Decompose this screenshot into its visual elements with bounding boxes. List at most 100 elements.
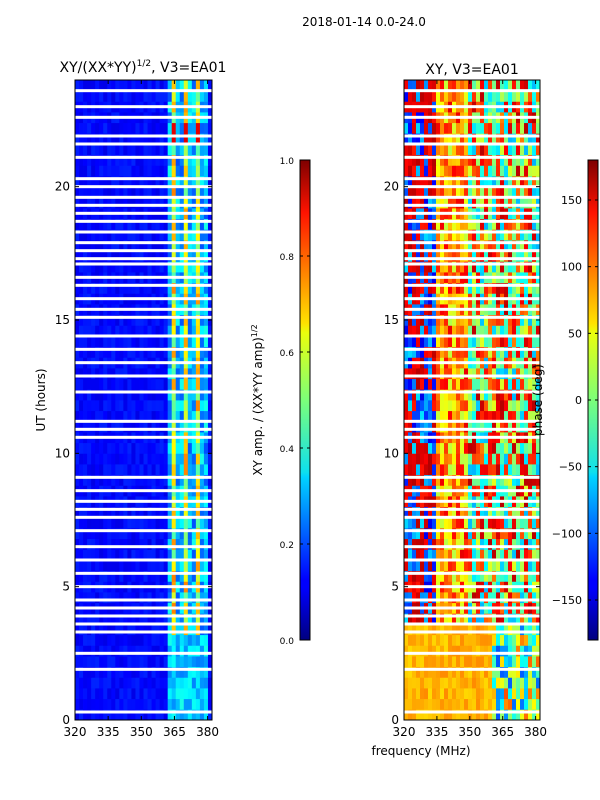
heat-cell — [412, 464, 417, 476]
heat-cell — [496, 261, 501, 273]
heat-cell — [464, 528, 469, 540]
heat-cell — [111, 421, 116, 433]
heat-cell — [203, 144, 209, 156]
heat-cell — [520, 645, 525, 657]
heat-cell — [464, 229, 469, 241]
heat-cell — [179, 122, 185, 134]
heat-cell — [532, 538, 537, 550]
heat-cell — [183, 538, 189, 550]
heat-cell — [472, 133, 477, 145]
heat-cell — [488, 538, 493, 550]
heat-cell — [83, 549, 88, 561]
heat-cell — [127, 325, 132, 337]
heat-cell — [123, 336, 128, 348]
heat-cell — [155, 197, 161, 209]
heat-cell — [480, 165, 485, 177]
heat-cell — [179, 368, 185, 380]
heat-cell — [163, 698, 169, 710]
heat-cell — [99, 144, 104, 156]
heat-cell — [512, 229, 517, 241]
cb-tick-label: −50 — [559, 461, 582, 474]
heat-cell — [468, 80, 473, 92]
heat-cell — [199, 378, 205, 390]
panel1-ylabel: UT (hours) — [34, 368, 48, 431]
heat-cell — [444, 229, 449, 241]
heat-cell — [95, 442, 100, 454]
heat-cell — [436, 336, 441, 348]
heat-cell — [468, 549, 473, 561]
heat-cell — [151, 538, 156, 550]
heat-cell — [83, 314, 88, 326]
heat-cell — [456, 186, 461, 198]
blank-row — [404, 230, 540, 234]
heat-cell — [512, 218, 517, 230]
heat-cell — [183, 613, 189, 625]
heat-cell — [508, 186, 513, 198]
heat-cell — [159, 90, 165, 102]
heat-cell — [428, 229, 433, 241]
heat-cell — [532, 592, 537, 604]
heat-cell — [123, 261, 128, 273]
heat-cell — [464, 122, 469, 134]
heat-cell — [460, 592, 465, 604]
heat-cell — [83, 186, 88, 198]
heat-cell — [75, 90, 80, 102]
heat-cell — [195, 634, 201, 646]
heat-cell — [452, 261, 457, 273]
blank-row — [75, 529, 212, 533]
heat-cell — [424, 80, 429, 92]
heat-cell — [111, 410, 116, 422]
heat-cell — [408, 634, 413, 646]
heat-cell — [476, 90, 481, 102]
heat-cell — [532, 624, 537, 636]
heat-cell — [111, 613, 116, 625]
heat-cell — [187, 261, 193, 273]
y-tick-label: 0 — [62, 713, 70, 727]
heat-cell — [484, 346, 489, 358]
heat-cell — [464, 240, 469, 252]
heat-cell — [416, 389, 421, 401]
heat-cell — [528, 261, 533, 273]
heat-cell — [500, 336, 505, 348]
heat-cell — [159, 506, 165, 518]
heat-cell — [412, 677, 417, 689]
heat-cell — [119, 421, 124, 433]
heat-cell — [484, 453, 489, 465]
heat-cell — [199, 677, 205, 689]
heat-cell — [175, 634, 181, 646]
heat-cell — [99, 186, 104, 198]
heat-cell — [448, 240, 453, 252]
heat-cell — [167, 442, 173, 454]
heat-cell — [171, 474, 177, 486]
heat-cell — [428, 570, 433, 582]
heat-cell — [123, 474, 128, 486]
heat-cell — [163, 400, 169, 412]
heat-cell — [75, 250, 80, 262]
heat-cell — [476, 453, 481, 465]
heat-cell — [464, 282, 469, 294]
heat-cell — [175, 176, 181, 188]
heat-cell — [83, 122, 88, 134]
heat-cell — [75, 592, 80, 604]
heat-cell — [147, 154, 152, 166]
blank-row — [75, 219, 212, 223]
heat-cell — [175, 80, 181, 92]
heat-cell — [119, 698, 124, 710]
heat-cell — [91, 506, 96, 518]
heat-cell — [167, 80, 173, 92]
heat-cell — [95, 133, 100, 145]
heat-cell — [508, 698, 513, 710]
heat-cell — [195, 709, 201, 721]
heat-cell — [135, 613, 140, 625]
heat-cell — [119, 240, 124, 252]
heat-cell — [103, 613, 108, 625]
heat-cell — [103, 218, 108, 230]
heat-cell — [508, 389, 513, 401]
heat-cell — [123, 506, 128, 518]
heat-cell — [452, 634, 457, 646]
heat-cell — [436, 698, 441, 710]
heat-cell — [111, 282, 116, 294]
heat-cell — [171, 378, 177, 390]
heat-cell — [83, 656, 88, 668]
heat-cell — [512, 261, 517, 273]
